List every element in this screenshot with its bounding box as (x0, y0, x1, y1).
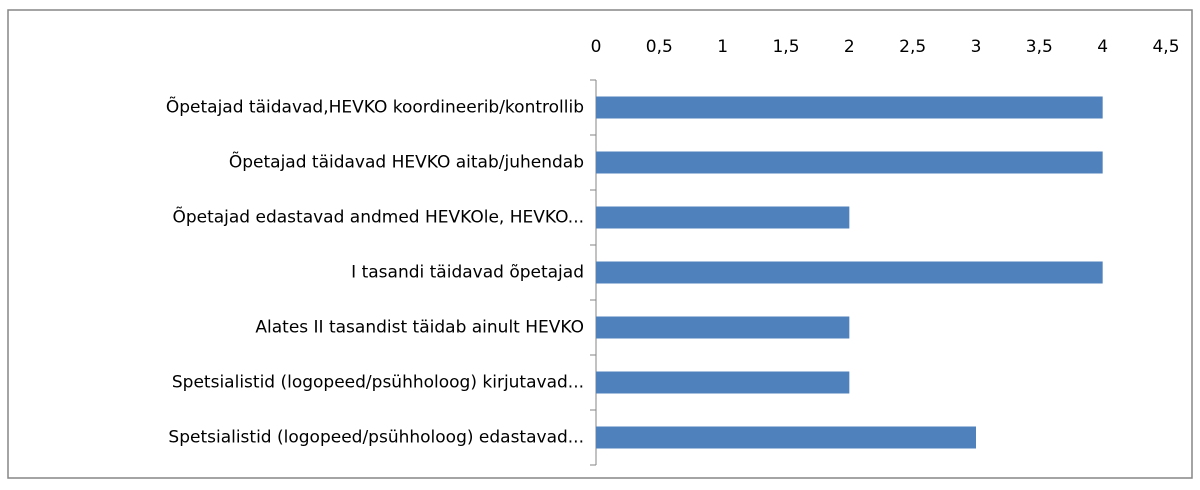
y-tick-label: Alates II tasandist täidab ainult HEVKO (255, 318, 584, 338)
bar (596, 151, 1103, 174)
y-tick-label: I tasandi täidavad õpetajad (351, 263, 584, 283)
bar (596, 96, 1103, 119)
x-tick-label: 3,5 (1026, 37, 1053, 57)
x-tick-label: 0 (591, 37, 602, 57)
y-tick-label: Spetsialistid (logopeed/psühholoog) edas… (168, 428, 584, 448)
x-tick-label: 0,5 (646, 37, 673, 57)
bar (596, 261, 1103, 284)
x-tick-label: 2 (844, 37, 855, 57)
x-tick-label: 1,5 (772, 37, 799, 57)
x-tick-label: 4 (1097, 37, 1108, 57)
x-tick-label: 1 (717, 37, 728, 57)
x-tick-label: 2,5 (899, 37, 926, 57)
bar (596, 426, 976, 449)
bar (596, 316, 850, 339)
y-tick-label: Spetsialistid (logopeed/psühholoog) kirj… (172, 373, 584, 393)
x-tick-label: 3 (971, 37, 982, 57)
x-tick-label: 4,5 (1152, 37, 1179, 57)
bar (596, 371, 850, 394)
y-tick-label: Õpetajad täidavad HEVKO aitab/juhendab (229, 151, 584, 173)
chart-border (7, 9, 1193, 479)
bar (596, 206, 850, 229)
y-tick-label: Õpetajad edastavad andmed HEVKOle, HEVKO… (172, 206, 584, 228)
y-tick-label: Õpetajad täidavad,HEVKO koordineerib/kon… (166, 96, 584, 118)
